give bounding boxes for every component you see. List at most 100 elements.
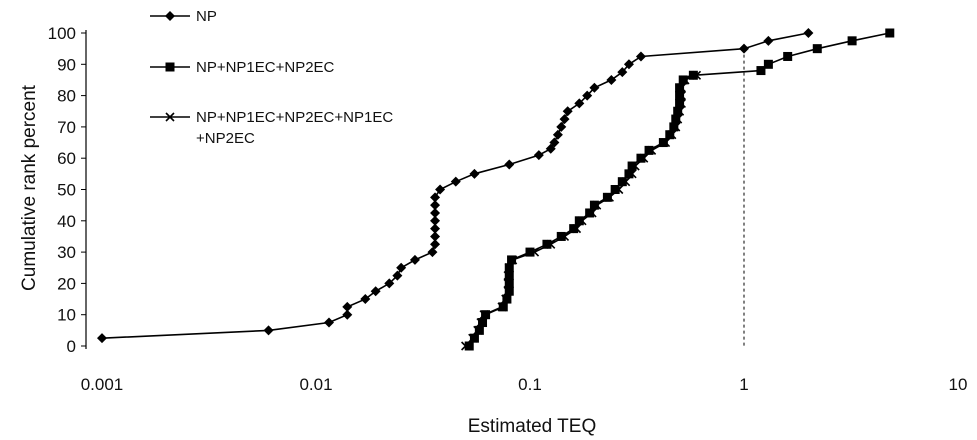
diamond-point	[559, 114, 570, 125]
square-point	[756, 66, 766, 76]
x-point	[468, 333, 478, 343]
x-point	[675, 106, 685, 116]
square-point	[589, 200, 599, 210]
diamond-point	[430, 223, 441, 234]
square-point	[885, 28, 895, 38]
x-point	[476, 317, 486, 328]
square-point	[525, 247, 535, 257]
x-point	[577, 216, 587, 226]
square-point	[569, 224, 579, 234]
y-tick-label: 70	[57, 118, 76, 137]
series-1	[97, 28, 814, 344]
square-point	[498, 302, 508, 312]
legend-label-wrap: +NP2EC	[196, 130, 255, 147]
diamond-point	[582, 90, 593, 101]
square-point	[675, 91, 685, 101]
square-point	[478, 318, 488, 328]
x-point	[671, 122, 681, 132]
diamond-point	[370, 286, 381, 297]
y-tick-label: 50	[57, 181, 76, 200]
square-point	[504, 271, 514, 281]
diamond-point	[430, 192, 441, 203]
x-point	[473, 325, 483, 335]
series-line	[101, 32, 809, 339]
square-point	[624, 169, 634, 179]
square-point	[464, 341, 474, 351]
x-point	[614, 184, 624, 195]
diamond-point	[323, 317, 334, 328]
diamond-point	[552, 129, 563, 140]
x-tick-labels: 0.001 0.01 0.1 1 10	[81, 375, 968, 394]
square-point	[502, 294, 512, 304]
square-point	[469, 333, 479, 343]
square-point	[669, 122, 679, 132]
x-point	[680, 75, 690, 85]
legend-label: NP+NP1EC+NP2EC	[196, 59, 335, 76]
x-point	[627, 169, 637, 179]
square-point	[688, 70, 698, 80]
x-point	[503, 286, 513, 296]
x-point	[504, 263, 514, 273]
x-point	[667, 130, 677, 140]
diamond-point	[623, 59, 634, 70]
diamond-point	[384, 278, 395, 289]
square-point	[556, 231, 566, 241]
diamond-point	[263, 325, 274, 336]
y-tick-label: 90	[57, 55, 76, 74]
square-point	[675, 83, 685, 93]
series-group	[97, 28, 895, 351]
square-point	[636, 153, 646, 163]
square-point	[602, 192, 612, 202]
legend-entry-1: NP	[150, 8, 217, 25]
diamond-point	[739, 43, 749, 54]
square-point	[542, 239, 552, 249]
x-point	[508, 255, 518, 265]
diamond-point	[435, 184, 446, 195]
y-tick-label: 80	[57, 87, 76, 106]
square-point	[585, 208, 595, 218]
diamond-point	[360, 294, 371, 305]
x-point	[587, 208, 597, 218]
diamond-point	[533, 150, 544, 161]
diamond-point	[342, 309, 353, 320]
x-tick-label: 10	[949, 375, 968, 394]
x-point	[691, 70, 702, 80]
diamond-point	[430, 200, 441, 211]
diamond-point	[556, 121, 567, 132]
diamond-point	[549, 137, 560, 148]
diamond-point	[606, 74, 617, 85]
x-point	[559, 231, 570, 242]
series-2	[464, 28, 895, 351]
x-axis-title: Estimated TEQ	[468, 416, 596, 437]
square-point	[763, 59, 773, 69]
square-point	[617, 177, 627, 187]
legend-label: NP	[196, 8, 217, 25]
x-point	[676, 83, 686, 93]
x-point	[529, 247, 540, 257]
x-point	[503, 278, 513, 288]
diamond-point	[617, 67, 628, 78]
x-tick-label: 0.1	[518, 375, 542, 394]
diamond-point	[635, 51, 646, 62]
y-tick-label: 20	[57, 274, 76, 293]
y-tick-label: 40	[57, 212, 76, 231]
legend: NP NP+NP1EC+NP2EC NP+NP1EC+NP2EC+NP1EC +NP2…	[150, 8, 393, 147]
x-tick-label: 0.01	[299, 375, 332, 394]
square-point	[665, 130, 675, 140]
x-point	[604, 192, 614, 202]
square-point	[783, 51, 793, 61]
y-tick-labels: 0 10 20 30 40 50 60 70 80 90 100	[48, 24, 86, 356]
series-3	[461, 70, 702, 351]
diamond-point	[763, 35, 774, 46]
x-point	[676, 98, 686, 108]
x-point	[630, 161, 640, 171]
diamond-point	[430, 207, 441, 218]
y-tick-label: 0	[67, 337, 76, 356]
x-point	[592, 200, 602, 210]
x-tick-label: 1	[739, 375, 748, 394]
diamond-point	[342, 301, 353, 312]
diamond-point	[469, 168, 480, 179]
x-tick-label: 0.001	[81, 375, 124, 394]
square-point	[678, 75, 688, 85]
